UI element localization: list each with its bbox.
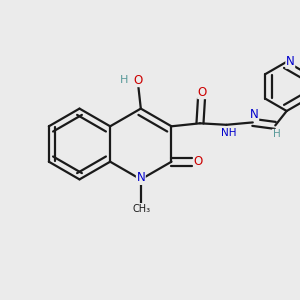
Text: O: O [194, 155, 203, 168]
Text: N: N [250, 107, 259, 121]
Text: CH₃: CH₃ [133, 203, 151, 214]
Text: N: N [136, 171, 145, 184]
Text: H: H [120, 75, 128, 85]
Text: O: O [198, 85, 207, 99]
Text: N: N [286, 55, 295, 68]
Text: O: O [133, 74, 142, 87]
Text: NH: NH [221, 128, 236, 138]
Text: H: H [273, 129, 280, 140]
